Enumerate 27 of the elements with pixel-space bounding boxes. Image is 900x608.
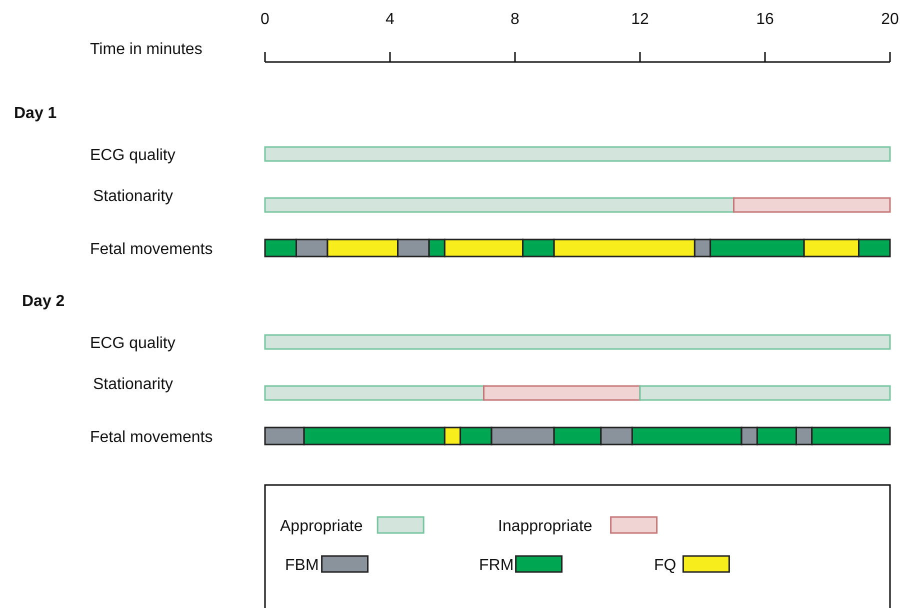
text: Day 1 bbox=[14, 105, 57, 122]
y-tick-label: Fetal movements bbox=[90, 241, 213, 258]
legend-label: FRM bbox=[479, 557, 514, 574]
y-tick-label: Fetal movements bbox=[90, 429, 213, 446]
text: Day 2 bbox=[22, 293, 65, 310]
bar bbox=[264, 197, 734, 213]
legend-label: FQ bbox=[654, 557, 676, 574]
legend-label: Appropriate bbox=[280, 518, 363, 535]
x-tick-label: 16 bbox=[756, 11, 774, 28]
x-tick-label: 20 bbox=[881, 11, 899, 28]
x-tick-label: 0 bbox=[260, 11, 270, 28]
y-tick-label: Stationarity bbox=[93, 376, 174, 393]
x-axis-title: Time in minutes bbox=[90, 41, 202, 58]
bar bbox=[733, 197, 891, 213]
bar bbox=[264, 334, 891, 350]
x-tick-label: 8 bbox=[510, 11, 520, 28]
y-tick-label: ECG quality bbox=[90, 335, 176, 352]
bar bbox=[264, 385, 484, 401]
legend-label: Inappropriate bbox=[498, 518, 592, 535]
legend-label: FBM bbox=[285, 557, 319, 574]
x-tick-label: 4 bbox=[386, 11, 395, 28]
bar bbox=[483, 385, 641, 401]
y-tick-label: ECG quality bbox=[90, 147, 176, 164]
x-tick-label: 12 bbox=[631, 11, 649, 28]
y-tick-label: Stationarity bbox=[93, 188, 174, 205]
bar bbox=[264, 146, 891, 162]
bar bbox=[639, 385, 891, 401]
